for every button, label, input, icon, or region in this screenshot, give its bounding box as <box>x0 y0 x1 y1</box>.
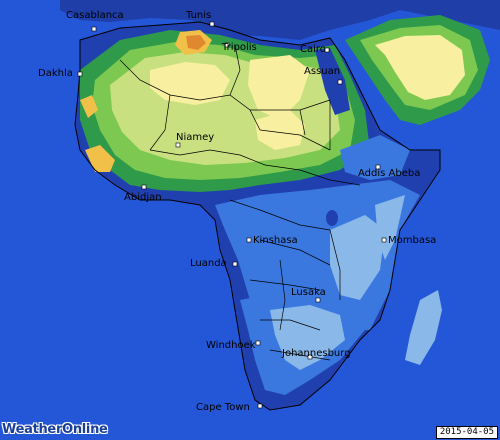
city-label-lusaka: Lusaka <box>291 287 326 298</box>
city-label-kinshasa: Kinshasa <box>253 235 298 246</box>
city-label-cape-town: Cape Town <box>196 402 250 413</box>
city-label-johannesburg: Johannesburg <box>282 348 351 359</box>
country-borders <box>119 44 361 361</box>
city-label-abidjan: Abidjan <box>124 192 162 203</box>
marker-tripolis <box>224 42 230 48</box>
mauritania-dry <box>80 95 98 118</box>
marker-kinshasa <box>246 237 252 243</box>
arabia-arid <box>375 35 465 100</box>
southern-moist <box>270 305 345 370</box>
city-markers <box>77 21 387 409</box>
marker-cairo <box>324 47 330 53</box>
city-label-niamey: Niamey <box>176 132 215 143</box>
sahara-extreme <box>186 35 206 50</box>
city-label-cairo: Cairo <box>300 44 326 55</box>
marker-casablanca <box>91 26 97 32</box>
marker-addis-abeba <box>375 164 381 170</box>
date-stamp: 2015-04-05 <box>435 426 498 439</box>
marker-lusaka <box>315 297 321 303</box>
nile-valley <box>315 48 350 115</box>
marker-luanda <box>232 261 238 267</box>
city-label-luanda: Luanda <box>190 258 227 269</box>
marker-niamey <box>175 142 181 148</box>
marker-windhoek <box>255 340 261 346</box>
city-label-assuan: Assuan <box>304 66 341 77</box>
weatheronline-logo: WeatherOnline <box>2 422 108 437</box>
sierra-leone-dry <box>85 145 115 172</box>
marker-assuan <box>337 79 343 85</box>
city-label-dakhla: Dakhla <box>38 68 73 79</box>
lake-victoria <box>326 210 338 226</box>
east-moist <box>330 215 385 300</box>
marker-johannesburg <box>307 354 313 360</box>
europe-land <box>60 0 500 40</box>
marker-tunis <box>209 21 215 27</box>
marker-cape-town <box>257 403 263 409</box>
east-coast-moist <box>375 195 405 260</box>
city-label-tunis: Tunis <box>186 10 212 21</box>
africa-coastline <box>74 21 441 411</box>
city-label-addis-abeba: Addis Abeba <box>358 168 421 179</box>
city-label-mombasa: Mombasa <box>388 235 437 246</box>
marker-abidjan <box>141 184 147 190</box>
ethiopia-wet <box>340 135 410 180</box>
city-label-casablanca: Casablanca <box>66 10 124 21</box>
marker-dakhla <box>77 71 83 77</box>
sahara-arid-1 <box>150 62 230 105</box>
city-label-tripolis: Tripolis <box>222 42 257 53</box>
sahara-arid-2 <box>248 55 310 120</box>
sahara-arid-3 <box>255 110 305 150</box>
marker-mombasa <box>381 237 387 243</box>
central-wet <box>215 180 420 330</box>
city-label-windhoek: Windhoek <box>206 340 256 351</box>
madagascar <box>405 290 442 365</box>
